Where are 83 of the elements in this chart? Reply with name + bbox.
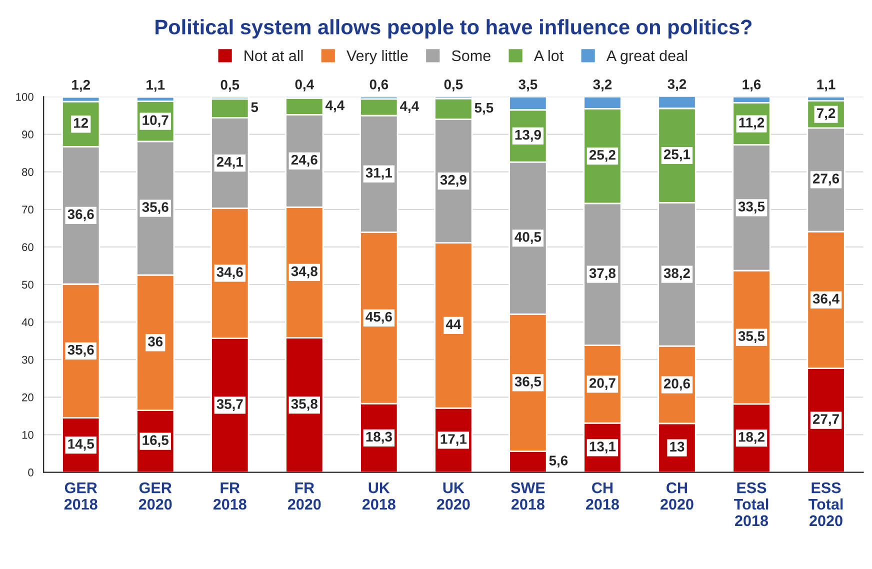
legend-label: Not at all: [244, 50, 303, 62]
legend-label: A lot: [534, 50, 564, 62]
data-label: 13,9: [515, 130, 541, 142]
data-label: 5,6: [549, 456, 568, 468]
x-tick-label: FR 2018: [213, 482, 246, 510]
data-label: 25,2: [589, 150, 616, 162]
y-tick-label: 50: [22, 280, 34, 289]
data-label: 10,7: [142, 115, 168, 128]
data-label: 4,4: [400, 101, 420, 113]
data-label: 0,6: [370, 80, 388, 92]
y-tick-label: 0: [28, 468, 34, 476]
data-label: 17,1: [440, 434, 467, 446]
data-label: 33,5: [738, 202, 765, 214]
x-tick-label: UK 2018: [362, 482, 396, 510]
data-label: 35,6: [142, 202, 168, 214]
data-label: 7,2: [816, 108, 836, 120]
data-label: 20,7: [589, 378, 616, 390]
y-tick-label: 30: [22, 356, 34, 364]
x-tick-label: GER 2018: [64, 482, 98, 510]
data-label: 36,5: [514, 376, 542, 388]
data-label: 1,6: [742, 80, 761, 92]
data-label: 27,7: [812, 414, 839, 426]
data-label: 35,6: [68, 344, 94, 357]
data-label: 3,5: [518, 80, 538, 92]
data-label: 0,5: [444, 80, 463, 92]
data-label: 36,4: [812, 294, 840, 306]
y-tick-label: 80: [22, 168, 34, 176]
x-tick-label: FR 2020: [288, 482, 321, 510]
y-tick-label: 20: [22, 393, 34, 402]
y-tick-label: 60: [22, 243, 34, 252]
y-tick-label: 70: [22, 206, 34, 214]
data-label: 4,4: [325, 100, 345, 112]
y-tick-label: 10: [22, 430, 34, 439]
data-label: 20,6: [664, 378, 690, 391]
data-label: 0,5: [220, 80, 240, 92]
data-label: 37,8: [589, 268, 616, 280]
data-label: 38,2: [664, 268, 690, 280]
data-label: 1,1: [817, 80, 836, 92]
data-label: 5,5: [474, 102, 494, 115]
data-label: 14,5: [68, 439, 94, 451]
data-label: 44: [446, 319, 462, 330]
data-label: 35,7: [216, 399, 243, 411]
data-label: 31,1: [366, 168, 392, 180]
data-label: 3,2: [593, 80, 612, 92]
data-label: 5: [251, 102, 258, 112]
data-label: 12: [74, 118, 88, 128]
data-label: 45,6: [366, 312, 392, 324]
data-label: 34,8: [291, 266, 318, 278]
data-label: 0,4: [295, 80, 314, 92]
data-label: 1,2: [72, 80, 90, 92]
x-tick-label: UK 2020: [436, 482, 470, 510]
data-label: 36,6: [68, 209, 94, 222]
y-tick-label: 40: [22, 318, 34, 326]
data-label: 18,3: [366, 432, 392, 444]
data-label: 35,8: [291, 398, 318, 411]
data-label: 35,5: [738, 331, 765, 344]
legend-label: Very little: [346, 50, 408, 64]
legend-label: Some: [452, 50, 490, 62]
data-label: 24,6: [291, 154, 318, 167]
data-label: 40,5: [514, 232, 542, 244]
data-label: 13: [670, 442, 684, 452]
data-label: 32,9: [440, 174, 466, 187]
x-tick-label: ESS Total 2018: [734, 482, 768, 526]
data-label: 36: [148, 336, 163, 346]
y-tick-label: 90: [22, 130, 34, 138]
data-label: 1,1: [146, 80, 165, 92]
x-tick-label: CH 2020: [660, 482, 694, 510]
chart-title: Political system allows people to have influence on politics?: [156, 19, 752, 39]
data-label: 24,1: [216, 156, 244, 169]
data-label: 18,2: [738, 432, 764, 444]
x-tick-label: GER 2020: [138, 482, 172, 510]
data-label: 16,5: [142, 435, 169, 448]
data-label: 13,1: [590, 442, 616, 454]
data-label: 27,6: [812, 174, 840, 186]
data-label: 34,6: [216, 267, 243, 279]
data-label: 25,1: [664, 149, 690, 162]
legend-label: A great deal: [606, 50, 687, 64]
x-tick-label: CH 2018: [586, 482, 619, 510]
data-label: 11,2: [739, 118, 764, 130]
y-tick-label: 100: [16, 92, 34, 101]
data-label: 3,2: [668, 79, 686, 91]
x-tick-label: SWE 2018: [510, 482, 545, 510]
x-tick-label: ESS Total 2020: [808, 482, 843, 526]
